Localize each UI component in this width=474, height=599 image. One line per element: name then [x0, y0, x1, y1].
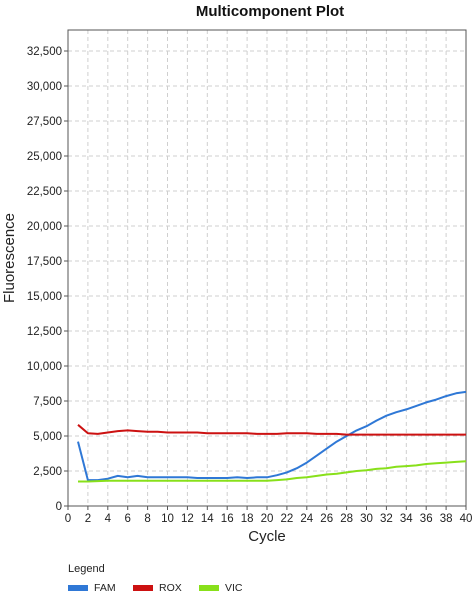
y-tick-label: 22,500	[27, 186, 62, 198]
legend-label-vic: VIC	[225, 582, 243, 594]
y-tick-label: 25,000	[27, 151, 62, 163]
y-tick-label: 30,000	[27, 81, 62, 93]
y-tick-label: 17,500	[27, 256, 62, 268]
x-tick-label: 28	[340, 513, 353, 525]
x-tick-label: 0	[65, 513, 71, 525]
legend-label-rox: ROX	[159, 582, 182, 594]
x-tick-label: 34	[400, 513, 413, 525]
legend-label-fam: FAM	[94, 582, 116, 594]
x-tick-label: 22	[281, 513, 294, 525]
legend-swatch-vic	[199, 585, 219, 591]
x-tick-label: 10	[161, 513, 174, 525]
y-tick-label: 5,000	[33, 431, 62, 443]
series-lines	[77, 390, 467, 483]
y-tick-label: 12,500	[27, 326, 62, 338]
x-axis-ticks: 0 2 4 6 8 10 12 14 16 18 20 22 24 26 28 30 32 34 36 38 40	[65, 506, 473, 525]
x-axis-label: Cycle	[248, 528, 286, 545]
legend-swatch-fam	[68, 585, 88, 591]
x-tick-label: 14	[201, 513, 214, 525]
x-tick-label: 38	[440, 513, 453, 525]
series-line-rox	[77, 424, 466, 436]
x-tick-label: 8	[144, 513, 150, 525]
y-tick-label: 20,000	[27, 221, 62, 233]
series-line-vic	[78, 460, 467, 483]
x-tick-label: 18	[241, 513, 254, 525]
y-tick-label: 27,500	[27, 116, 62, 128]
y-tick-label: 7,500	[33, 396, 62, 408]
legend: FAM ROX VIC	[68, 582, 243, 594]
chart-title: Multicomponent Plot	[196, 3, 344, 20]
y-tick-label: 15,000	[27, 291, 62, 303]
gridlines	[68, 30, 466, 506]
x-tick-label: 2	[85, 513, 91, 525]
y-axis-label: Fluorescence	[1, 213, 18, 303]
x-tick-label: 30	[360, 513, 373, 525]
x-tick-label: 16	[221, 513, 234, 525]
y-tick-label: 10,000	[27, 361, 62, 373]
x-tick-label: 6	[124, 513, 130, 525]
y-axis-ticks: 0 2,500 5,000 7,500 10,000 12,500 15,000 17,500…	[27, 46, 68, 513]
x-tick-label: 32	[380, 513, 393, 525]
x-tick-label: 36	[420, 513, 433, 525]
x-tick-label: 4	[105, 513, 112, 525]
y-tick-label: 0	[56, 501, 62, 513]
x-tick-label: 26	[320, 513, 333, 525]
legend-title: Legend	[68, 563, 105, 575]
x-tick-label: 12	[181, 513, 194, 525]
series-line-fam	[77, 390, 467, 482]
x-tick-label: 24	[300, 513, 313, 525]
x-tick-label: 40	[460, 513, 473, 525]
y-tick-label: 2,500	[33, 466, 62, 478]
legend-swatch-rox	[133, 585, 153, 591]
y-tick-label: 32,500	[27, 46, 62, 58]
x-tick-label: 20	[261, 513, 274, 525]
